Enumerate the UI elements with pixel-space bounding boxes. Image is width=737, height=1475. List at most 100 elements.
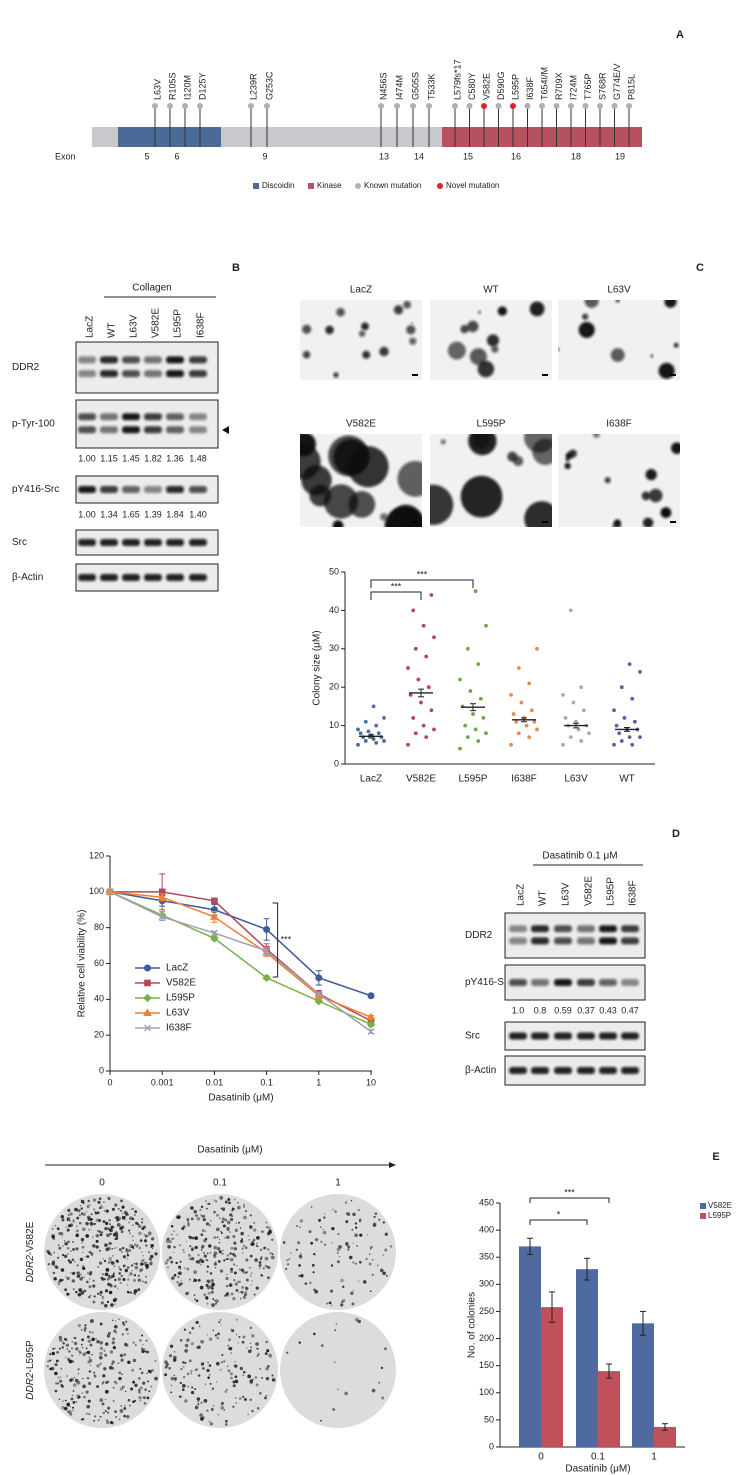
- plate-colony: [220, 1406, 224, 1410]
- band: [166, 370, 184, 378]
- plate-colony: [230, 1267, 234, 1271]
- plate-colony: [126, 1284, 129, 1286]
- plate-colony: [131, 1245, 135, 1249]
- band: [122, 574, 140, 581]
- plate-colony: [87, 1204, 90, 1207]
- plate-colony: [188, 1278, 191, 1281]
- band: [166, 574, 184, 581]
- plate-colony: [379, 1268, 384, 1273]
- mutation-dot: [495, 103, 502, 109]
- colony: [358, 330, 366, 337]
- data-point: [527, 681, 532, 686]
- plate-colony: [119, 1226, 123, 1231]
- band: [122, 356, 140, 364]
- plate-colony: [132, 1341, 135, 1344]
- data-point: [429, 708, 434, 713]
- plate-colony: [264, 1396, 267, 1400]
- data-point: [429, 593, 434, 597]
- mutation-label: L63V: [152, 79, 162, 100]
- plate-colony: [104, 1353, 108, 1357]
- plate-colony: [235, 1288, 239, 1292]
- plate-colony: [67, 1253, 69, 1255]
- plate-colony: [122, 1323, 126, 1326]
- band: [189, 426, 207, 434]
- plate-colony: [259, 1391, 262, 1395]
- mutation-dot: [582, 103, 589, 109]
- colony: [648, 488, 663, 503]
- y-tick-label: 40: [329, 605, 339, 615]
- legend-label: LacZ: [166, 963, 188, 974]
- plate-colony: [134, 1214, 136, 1216]
- plate-colony: [357, 1280, 360, 1283]
- plate-colony: [57, 1376, 60, 1379]
- plate-colony: [67, 1240, 70, 1244]
- plate-colony: [196, 1346, 199, 1349]
- plate-colony: [171, 1233, 173, 1236]
- plate-colony: [93, 1222, 96, 1225]
- plate-colony: [347, 1248, 350, 1251]
- plate-colony: [171, 1237, 174, 1240]
- plate-colony: [89, 1319, 94, 1323]
- plate-colony: [76, 1380, 81, 1385]
- colony-group: [564, 434, 680, 527]
- quantification: 1.00: [78, 453, 96, 463]
- plate-colony: [241, 1285, 245, 1289]
- plate-colony: [112, 1399, 115, 1402]
- plate-colony: [304, 1282, 308, 1285]
- plate-colony: [70, 1347, 74, 1350]
- plate-colony: [128, 1275, 130, 1277]
- colony: [460, 475, 503, 518]
- plate-colony: [369, 1248, 372, 1250]
- plate-colony: [170, 1376, 175, 1381]
- x-tick-label: 0: [538, 1452, 544, 1463]
- plate-colony: [187, 1385, 190, 1388]
- data-point: [382, 716, 386, 720]
- plate-colony: [123, 1353, 126, 1356]
- plate-colony: [270, 1255, 275, 1260]
- plate-colony: [85, 1351, 88, 1354]
- plate-colony: [369, 1290, 372, 1293]
- plate-colony: [246, 1347, 248, 1349]
- plate-colony: [101, 1273, 104, 1276]
- band: [100, 539, 118, 546]
- plate-colony: [122, 1255, 126, 1259]
- band: [100, 413, 118, 421]
- data-point: [630, 696, 635, 701]
- colony: [610, 348, 625, 362]
- plate-colony: [128, 1221, 130, 1224]
- plate-colony: [244, 1246, 248, 1250]
- plate-colony: [253, 1293, 256, 1296]
- plate-colony: [92, 1279, 95, 1282]
- plate-colony: [271, 1253, 274, 1255]
- plate-colony: [184, 1399, 188, 1403]
- plate-colony: [67, 1224, 71, 1228]
- plate-colony: [121, 1385, 125, 1389]
- plate-colony: [218, 1238, 221, 1241]
- band: [144, 356, 162, 364]
- plate-colony: [345, 1220, 349, 1224]
- plate-colony: [110, 1225, 114, 1229]
- plate-colony: [94, 1415, 97, 1418]
- mutation-dot: [524, 103, 531, 109]
- colony: [615, 300, 620, 303]
- y-tick-label: 20: [94, 1030, 104, 1040]
- plate-colony: [54, 1362, 58, 1367]
- plate-colony: [145, 1234, 148, 1238]
- data-point: [382, 739, 386, 743]
- plate-colony: [141, 1334, 144, 1337]
- plate-colony: [116, 1217, 118, 1220]
- plate-colony: [332, 1208, 334, 1211]
- plate-colony: [322, 1228, 324, 1230]
- plate-colony: [249, 1342, 252, 1344]
- plate-colony: [72, 1247, 75, 1251]
- plate-colony: [354, 1222, 358, 1225]
- y-tick-label: 300: [479, 1279, 494, 1289]
- plate-colony: [242, 1374, 245, 1377]
- colony: [406, 325, 416, 335]
- data-point: [465, 646, 470, 651]
- plate-colony: [75, 1348, 78, 1350]
- quantification: 1.45: [122, 453, 140, 463]
- band: [144, 539, 162, 546]
- plate-colony: [249, 1379, 254, 1383]
- plate-colony: [209, 1272, 213, 1275]
